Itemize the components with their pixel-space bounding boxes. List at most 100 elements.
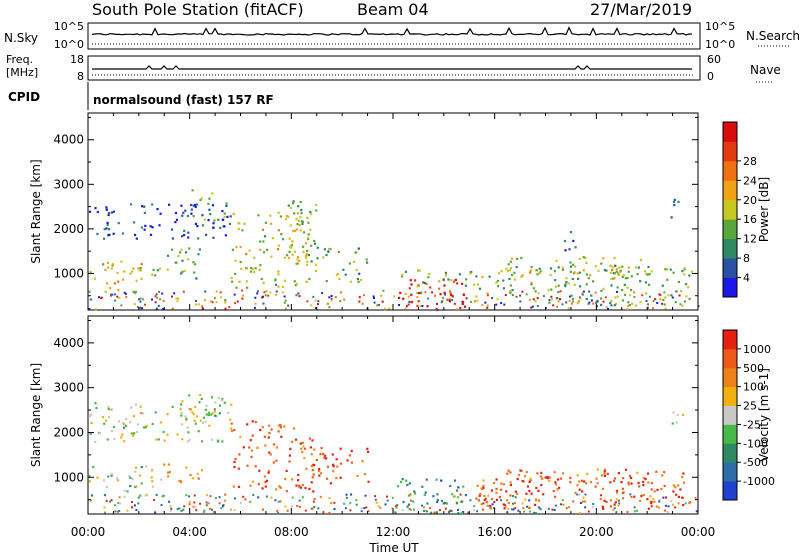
power-echo-cell (181, 270, 184, 273)
power-colorbar-tick-label: 16 (743, 213, 757, 226)
velocity-echo-cell (581, 479, 584, 482)
velocity-echo-cell (263, 475, 266, 478)
velocity-scatter-point (169, 505, 172, 508)
power-echo-cell (409, 279, 412, 282)
power-echo-cell (352, 260, 356, 263)
power-scatter-point (444, 293, 447, 296)
power-echo-cell (245, 280, 248, 283)
power-echo-cell (190, 203, 193, 207)
power-echo-cell (476, 283, 479, 286)
power-echo-cell (259, 240, 262, 243)
power-scatter-point (504, 294, 507, 296)
velocity-echo-cell (200, 440, 204, 443)
velocity-scatter-point (650, 502, 653, 505)
velocity-echo-cell (181, 438, 184, 441)
velocity-echo-cell (207, 411, 211, 414)
velocity-echo-cell (310, 481, 313, 484)
velocity-echo-cell (231, 429, 234, 433)
velocity-echo-cell (162, 430, 165, 434)
power-echo-cell (143, 205, 146, 208)
power-scatter-point (671, 296, 674, 299)
power-echo-cell (199, 198, 202, 202)
velocity-scatter-point (328, 497, 331, 500)
velocity-echo-cell (197, 477, 200, 480)
velocity-scatter-point (469, 499, 472, 502)
velocity-scatter-point (290, 505, 293, 508)
power-echo-cell (112, 232, 115, 235)
power-echo-cell (170, 228, 174, 231)
power-echo-cell (193, 263, 197, 266)
velocity-echo-cell (194, 405, 197, 409)
power-echo-cell (572, 263, 575, 266)
power-echo-cell (288, 237, 291, 240)
velocity-echo-cell (603, 474, 606, 477)
velocity-ytick-label: 3000 (53, 381, 84, 395)
power-scatter-point (548, 299, 551, 302)
velocity-echo-cell (264, 485, 267, 488)
power-echo-cell (555, 297, 559, 300)
velocity-echo-cell (88, 474, 91, 477)
power-echo-cell (578, 271, 581, 274)
velocity-echo-cell (179, 408, 182, 411)
velocity-scatter-point (183, 505, 186, 508)
power-echo-cell (294, 284, 297, 287)
power-echo-cell (141, 205, 144, 208)
power-echo-cell (624, 277, 627, 280)
velocity-echo-cell (180, 403, 183, 406)
velocity-scatter-point (677, 502, 680, 505)
power-echo-cell (327, 250, 330, 253)
velocity-scatter-point (578, 512, 581, 514)
power-echo-cell (191, 189, 194, 192)
power-scatter-point (484, 301, 487, 304)
power-echo-cell (535, 269, 538, 272)
velocity-echo-cell (194, 422, 197, 425)
velocity-echo-cell (674, 486, 677, 489)
velocity-echo-cell (460, 511, 463, 515)
power-echo-cell (175, 261, 178, 264)
power-echo-cell (283, 256, 286, 259)
power-scatter-point (159, 298, 162, 301)
velocity-scatter-point (430, 511, 433, 514)
velocity-echo-cell (627, 483, 630, 486)
velocity-echo-cell (142, 412, 145, 415)
power-echo-cell (293, 212, 296, 215)
velocity-echo-cell (313, 448, 316, 451)
power-ytick-label: 3000 (53, 177, 84, 191)
velocity-echo-cell (195, 415, 199, 418)
velocity-scatter-point (242, 495, 245, 498)
velocity-echo-cell (285, 490, 288, 493)
power-echo-cell (132, 267, 135, 270)
velocity-echo-cell (246, 423, 249, 426)
power-echo-cell (310, 244, 313, 247)
velocity-scatter-point (276, 510, 279, 512)
velocity-echo-cell (167, 475, 170, 478)
power-echo-cell (140, 277, 143, 280)
power-echo-cell (610, 284, 613, 287)
power-echo-cell (630, 302, 634, 305)
power-echo-cell (300, 212, 303, 215)
power-echo-cell (180, 248, 183, 251)
velocity-echo-cell (326, 477, 329, 480)
power-echo-cell (107, 213, 110, 217)
velocity-scatter-point (103, 506, 106, 509)
power-echo-cell (307, 233, 310, 236)
velocity-scatter-point (89, 499, 92, 502)
power-scatter-point (234, 302, 237, 305)
velocity-scatter-point (244, 498, 247, 501)
power-echo-cell (298, 259, 301, 263)
velocity-echo-cell (278, 485, 281, 488)
velocity-echo-cell (291, 440, 294, 443)
velocity-echo-cell (230, 403, 233, 406)
velocity-echo-cell (536, 472, 539, 475)
velocity-scatter-point (207, 501, 210, 504)
power-echo-cell (203, 218, 206, 221)
power-echo-cell (410, 293, 413, 296)
power-echo-cell (549, 273, 552, 276)
velocity-echo-cell (211, 412, 214, 415)
power-echo-cell (151, 273, 154, 276)
power-scatter-point (561, 303, 564, 306)
power-scatter-point (376, 304, 379, 307)
power-echo-cell (400, 275, 404, 278)
power-echo-cell (426, 305, 429, 308)
power-scatter-point (283, 301, 286, 304)
